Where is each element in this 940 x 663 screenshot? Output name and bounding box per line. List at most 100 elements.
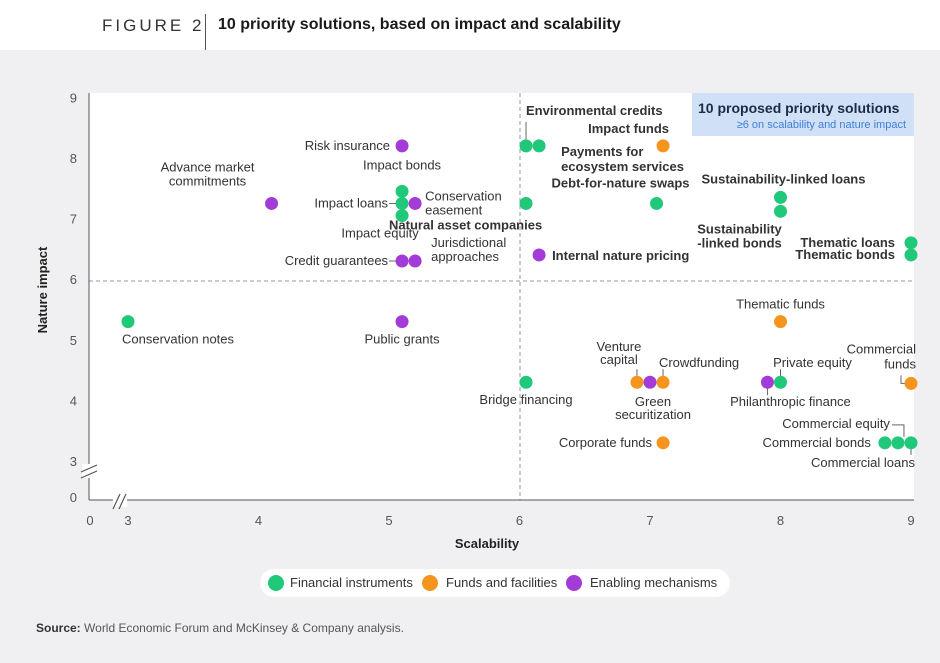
point-credit-guarantees — [395, 254, 409, 268]
label-private-equity: Private equity — [773, 355, 852, 370]
label-line: securitization — [615, 407, 691, 422]
source-prefix: Source: — [36, 621, 81, 635]
x-tick-label: 4 — [255, 513, 262, 528]
point-impact-loans — [395, 196, 409, 210]
label-line: easement — [425, 202, 482, 217]
label-conservation-notes: Conservation notes — [122, 332, 235, 347]
plot-area — [89, 93, 914, 500]
legend-enabling-swatch — [566, 575, 582, 591]
label-line: Commercial — [847, 341, 916, 356]
point-philanthropic-finance — [760, 375, 774, 389]
point-crowdfunding — [656, 375, 670, 389]
point-environmental-credits — [519, 139, 533, 153]
label-line: commitments — [169, 173, 247, 188]
label-risk-insurance: Risk insurance — [305, 138, 390, 153]
point-labels: Conservation notes Advance market commitme… — [122, 103, 916, 470]
x-tick-label: 7 — [646, 513, 653, 528]
point-public-grants — [395, 315, 409, 329]
label-crowdfunding: Crowdfunding — [659, 355, 739, 370]
y-axis-label: Nature impact — [35, 246, 50, 333]
point-impact-funds — [656, 139, 670, 153]
point-advance-market-commitments — [265, 196, 279, 210]
x-axis-label: Scalability — [455, 536, 520, 551]
label-thematic-funds: Thematic funds — [736, 297, 825, 312]
label-sustainability-linked-bonds: Sustainability -linked bonds — [697, 221, 782, 250]
point-thematic-funds — [774, 315, 787, 329]
x-tick-label: 3 — [124, 513, 131, 528]
label-line: capital — [600, 352, 638, 367]
label-natural-asset-companies: Natural asset companies — [389, 217, 542, 232]
header-divider — [205, 14, 206, 50]
source-text: World Economic Forum and McKinsey & Comp… — [84, 621, 404, 635]
y-tick-label: 6 — [70, 272, 77, 287]
label-bridge-financing: Bridge financing — [479, 392, 572, 407]
point-green-securitization — [643, 375, 657, 389]
point-risk-insurance — [395, 139, 409, 153]
label-payments-for-ecosystem-services: Payments for ecosystem services — [561, 144, 684, 174]
label-line: Venture — [597, 339, 642, 354]
label-commercial-equity: Commercial equity — [782, 416, 890, 431]
point-commercial-bonds — [878, 436, 892, 450]
label-venture-capital: Venture capital — [597, 339, 642, 367]
y-tick-label: 8 — [70, 151, 77, 166]
y-tick-label: 7 — [70, 212, 77, 227]
legend-enabling-label: Enabling mechanisms — [590, 575, 718, 590]
point-commercial-equity — [891, 436, 905, 450]
header-bar: FIGURE 2 10 priority solutions, based on… — [0, 0, 940, 50]
label-credit-guarantees: Credit guarantees — [285, 253, 389, 268]
priority-highlight-title: 10 proposed priority solutions — [698, 100, 900, 116]
label-thematic-bonds: Thematic bonds — [795, 247, 895, 262]
y-tick-label: 3 — [70, 454, 77, 469]
priority-highlight-box — [692, 93, 914, 136]
point-sustainability-linked-bonds — [774, 204, 787, 218]
point-commercial-loans — [904, 436, 918, 450]
scatter-chart: 10 proposed priority solutions ≥6 on sca… — [35, 90, 918, 551]
point-bridge-financing — [519, 375, 533, 389]
x-tick-label: 0 — [86, 513, 93, 528]
point-venture-capital — [630, 375, 644, 389]
label-green-securitization: Green securitization — [615, 394, 691, 422]
label-line: Jurisdictional — [431, 235, 506, 250]
x-tick-label: 5 — [385, 513, 392, 528]
data-points — [121, 139, 918, 450]
x-tick-label: 6 — [516, 513, 523, 528]
figure-title: 10 priority solutions, based on impact a… — [218, 16, 621, 33]
label-conservation-easement: Conservation easement — [425, 188, 502, 217]
label-jurisdictional-approaches: Jurisdictional approaches — [431, 235, 506, 264]
x-tick-label: 9 — [907, 513, 914, 528]
point-thematic-loans — [904, 236, 918, 250]
label-line: Sustainability — [697, 221, 782, 236]
label-environmental-credits: Environmental credits — [526, 103, 663, 118]
point-debt-for-nature-swaps — [650, 196, 664, 210]
figure-label: FIGURE 2 — [102, 16, 205, 35]
x-axis-break — [112, 493, 127, 510]
label-line: ecosystem services — [561, 159, 684, 174]
point-natural-asset-companies — [519, 196, 533, 210]
label-commercial-funds: Commercial funds — [847, 341, 917, 371]
leader-commercial-equity — [891, 424, 905, 437]
label-impact-bonds: Impact bonds — [363, 157, 442, 172]
label-line: Payments for — [561, 144, 643, 159]
point-payments-for-ecosystem-services — [532, 139, 546, 153]
label-thematic-loans: Thematic loans — [800, 235, 895, 250]
x-tick-labels: 0 3 4 5 6 7 8 9 — [86, 513, 914, 528]
legend: Financial instruments Funds and faciliti… — [260, 569, 730, 597]
point-thematic-bonds — [904, 248, 918, 262]
point-private-equity — [774, 375, 787, 389]
label-internal-nature-pricing: Internal nature pricing — [552, 248, 689, 263]
y-tick-labels: 0 3 4 5 6 7 8 9 — [70, 90, 77, 505]
y-tick-label: 5 — [70, 333, 77, 348]
label-sustainability-linked-loans: Sustainability-linked loans — [702, 171, 866, 186]
label-commercial-loans: Commercial loans — [811, 455, 916, 470]
y-tick-label: 9 — [70, 90, 77, 105]
point-commercial-funds — [904, 376, 918, 390]
label-corporate-funds: Corporate funds — [559, 435, 653, 450]
legend-funds-label: Funds and facilities — [446, 575, 558, 590]
legend-financial-label: Financial instruments — [290, 575, 413, 590]
source-note: Source: World Economic Forum and McKinse… — [36, 621, 404, 635]
label-line: -linked bonds — [697, 235, 782, 250]
label-commercial-bonds: Commercial bonds — [763, 435, 872, 450]
label-line: Conservation — [425, 188, 502, 203]
label-line: Green — [635, 394, 671, 409]
y-axis-break — [80, 464, 98, 479]
